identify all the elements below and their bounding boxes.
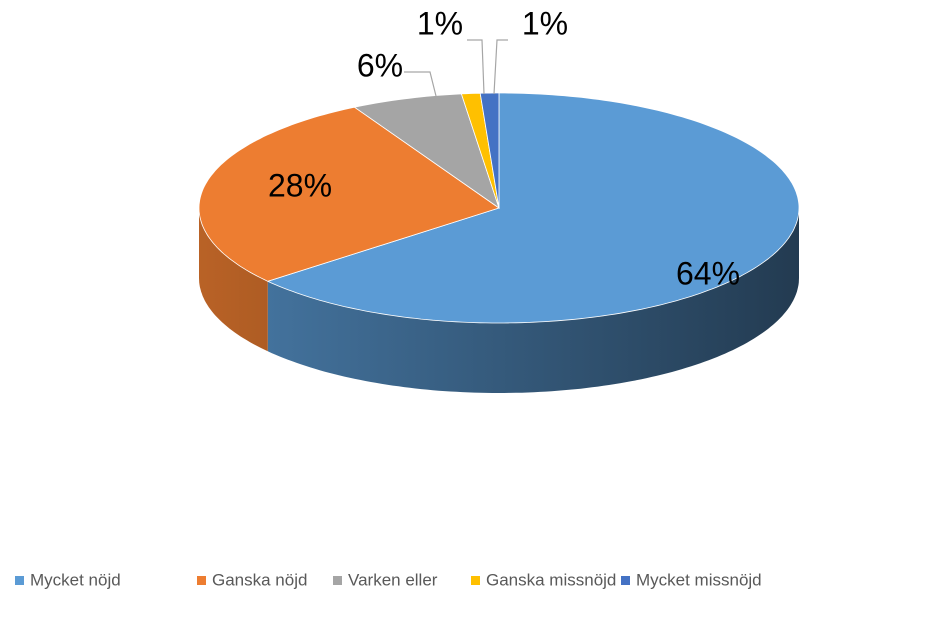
- data-label: 1%: [522, 5, 568, 41]
- slice: [198, 106, 500, 282]
- leader-line: [493, 39, 508, 95]
- slice: [479, 92, 500, 209]
- legend-label: Mycket nöjd: [30, 570, 121, 589]
- legend-label: Ganska missnöjd: [486, 570, 616, 589]
- legend-swatch: [621, 576, 630, 585]
- legend-swatch: [333, 576, 342, 585]
- data-label: 6%: [357, 47, 403, 83]
- slice-side: [199, 208, 268, 352]
- leader-line: [467, 39, 485, 95]
- slice: [266, 92, 800, 324]
- data-label: 1%: [417, 5, 463, 41]
- legend-swatch: [471, 576, 480, 585]
- legend-swatch: [197, 576, 206, 585]
- slice-side: [267, 208, 799, 393]
- legend-label: Ganska nöjd: [212, 570, 307, 589]
- legend-swatch: [15, 576, 24, 585]
- data-label: 64%: [676, 255, 740, 291]
- slice: [353, 93, 500, 210]
- data-label: 28%: [268, 167, 332, 203]
- legend-label: Varken eller: [348, 570, 438, 589]
- leader-line: [404, 71, 437, 97]
- legend-label: Mycket missnöjd: [636, 570, 762, 589]
